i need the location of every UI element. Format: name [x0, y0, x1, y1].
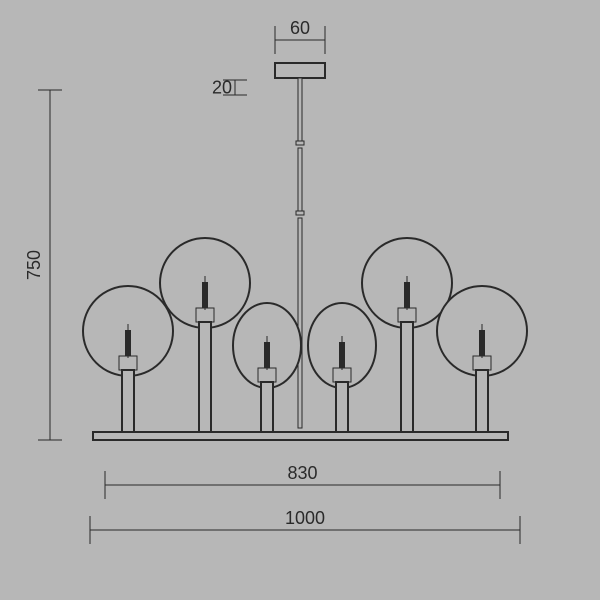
technical-drawing: 750 60 20 830 1000 [0, 0, 600, 600]
svg-text:750: 750 [24, 250, 44, 280]
svg-text:60: 60 [290, 18, 310, 38]
svg-text:1000: 1000 [285, 508, 325, 528]
svg-text:20: 20 [212, 78, 232, 98]
svg-text:830: 830 [287, 463, 317, 483]
